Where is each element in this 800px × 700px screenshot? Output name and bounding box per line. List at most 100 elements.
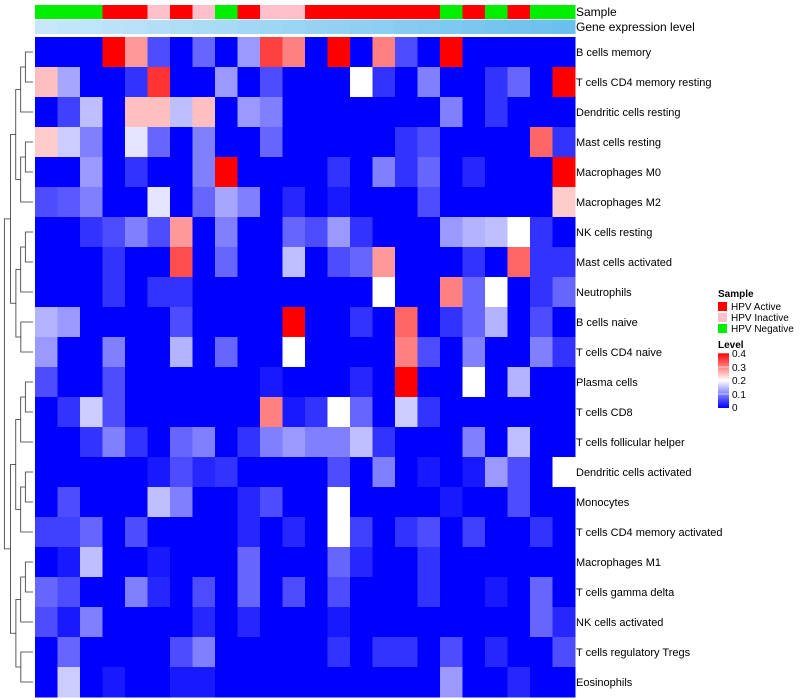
cell-dendritic-cells-resting-9: [215, 97, 238, 128]
cell-t-cells-gamma-delta-12: [282, 577, 306, 608]
cell-t-cells-regulatory-tregs-7: [170, 637, 193, 668]
dendrogram-branch: [24, 51, 33, 83]
cell-b-cells-memory-13: [305, 37, 328, 68]
cell-t-cells-cd4-memory-activated-3: [80, 517, 103, 548]
cell-macrophages-m0-1: [35, 157, 58, 188]
cell-nk-cells-resting-7: [170, 217, 193, 248]
cell-b-cells-memory-15: [350, 37, 373, 68]
sample-annotation-3: [80, 5, 103, 19]
cell-mast-cells-resting-6: [147, 127, 171, 158]
cell-neutrophils-11: [260, 277, 283, 308]
cell-monocytes-4: [102, 487, 126, 518]
cell-b-cells-naive-8: [192, 307, 216, 338]
cell-dendritic-cells-resting-10: [237, 97, 261, 128]
cell-nk-cells-resting-5: [125, 217, 148, 248]
cell-neutrophils-20: [462, 277, 486, 308]
cell-t-cells-regulatory-tregs-22: [507, 637, 531, 668]
cell-t-cells-cd4-memory-resting-18: [417, 67, 441, 98]
cell-monocytes-12: [282, 487, 306, 518]
cell-nk-cells-resting-3: [80, 217, 103, 248]
cell-mast-cells-resting-18: [417, 127, 441, 158]
level-tick-0-3: 0.3: [732, 363, 746, 374]
cell-eosinophils-22: [507, 667, 531, 698]
expression-annotation-13: [305, 20, 328, 34]
cell-nk-cells-activated-19: [440, 607, 463, 638]
row-label-t-cells-cd4-memory-resting: T cells CD4 memory resting: [576, 77, 712, 89]
cell-nk-cells-activated-16: [372, 607, 396, 638]
cell-t-cells-cd4-memory-activated-5: [125, 517, 148, 548]
cell-dendritic-cells-resting-19: [440, 97, 463, 128]
cell-t-cells-cd4-naive-14: [327, 337, 351, 368]
cell-plasma-cells-11: [260, 367, 283, 398]
sample-annotation-7: [170, 5, 193, 19]
cell-nk-cells-activated-3: [80, 607, 103, 638]
sample-annotation-4: [102, 5, 126, 19]
cell-monocytes-24: [552, 487, 576, 518]
cell-nk-cells-resting-19: [440, 217, 463, 248]
cell-t-cells-cd4-memory-resting-23: [530, 67, 553, 98]
cell-eosinophils-20: [462, 667, 486, 698]
cell-macrophages-m0-24: [552, 157, 576, 188]
cell-nk-cells-activated-14: [327, 607, 351, 638]
row-label-t-cells-cd4-memory-activated: T cells CD4 memory activated: [576, 527, 723, 539]
cell-nk-cells-resting-14: [327, 217, 351, 248]
cell-nk-cells-activated-24: [552, 607, 576, 638]
cell-mast-cells-activated-10: [237, 247, 261, 278]
cell-nk-cells-resting-2: [57, 217, 81, 248]
cell-dendritic-cells-activated-22: [507, 457, 531, 488]
cell-t-cells-cd4-memory-activated-1: [35, 517, 58, 548]
cell-nk-cells-activated-1: [35, 607, 58, 638]
cell-t-cells-follicular-helper-15: [350, 427, 373, 458]
expression-annotation-18: [417, 20, 441, 34]
level-tick-0-4: 0.4: [732, 349, 746, 360]
sample-annotation-16: [372, 5, 396, 19]
cell-t-cells-regulatory-tregs-23: [530, 637, 553, 668]
cell-plasma-cells-13: [305, 367, 328, 398]
cell-t-cells-follicular-helper-10: [237, 427, 261, 458]
cell-plasma-cells-6: [147, 367, 171, 398]
cell-nk-cells-activated-11: [260, 607, 283, 638]
cell-t-cells-cd4-memory-activated-9: [215, 517, 238, 548]
cell-plasma-cells-2: [57, 367, 81, 398]
cell-dendritic-cells-activated-12: [282, 457, 306, 488]
cell-t-cells-cd4-naive-12: [282, 337, 306, 368]
expression-annotation-24: [552, 20, 576, 34]
cell-plasma-cells-4: [102, 367, 126, 398]
cell-mast-cells-resting-16: [372, 127, 396, 158]
expression-annotation-20: [462, 20, 486, 34]
cell-nk-cells-activated-9: [215, 607, 238, 638]
cell-t-cells-gamma-delta-3: [80, 577, 103, 608]
level-tick-0-1: 0.1: [732, 390, 746, 401]
cell-macrophages-m1-6: [147, 547, 171, 578]
cell-mast-cells-activated-12: [282, 247, 306, 278]
cell-mast-cells-activated-15: [350, 247, 373, 278]
row-label-b-cells-naive: B cells naive: [576, 317, 638, 329]
expression-annotation-3: [80, 20, 103, 34]
cell-eosinophils-23: [530, 667, 553, 698]
cell-mast-cells-activated-23: [530, 247, 553, 278]
cell-t-cells-cd4-memory-resting-21: [485, 67, 508, 98]
cell-b-cells-naive-9: [215, 307, 238, 338]
cell-b-cells-memory-2: [57, 37, 81, 68]
cell-t-cells-gamma-delta-5: [125, 577, 148, 608]
cell-t-cells-gamma-delta-19: [440, 577, 463, 608]
cell-dendritic-cells-resting-7: [170, 97, 193, 128]
cell-t-cells-gamma-delta-1: [35, 577, 58, 608]
cell-macrophages-m2-13: [305, 187, 328, 218]
cell-monocytes-1: [35, 487, 58, 518]
cell-t-cells-gamma-delta-23: [530, 577, 553, 608]
cell-nk-cells-resting-11: [260, 217, 283, 248]
cell-monocytes-13: [305, 487, 328, 518]
cell-nk-cells-resting-1: [35, 217, 58, 248]
cell-t-cells-cd4-memory-resting-10: [237, 67, 261, 98]
cell-mast-cells-activated-22: [507, 247, 531, 278]
cell-t-cells-cd4-memory-resting-6: [147, 67, 171, 98]
cell-macrophages-m0-7: [170, 157, 193, 188]
cell-t-cells-follicular-helper-1: [35, 427, 58, 458]
cell-nk-cells-activated-12: [282, 607, 306, 638]
dendrogram-branch: [20, 651, 33, 683]
cell-macrophages-m1-13: [305, 547, 328, 578]
cell-nk-cells-activated-5: [125, 607, 148, 638]
cell-t-cells-cd8-5: [125, 397, 148, 428]
cell-dendritic-cells-activated-9: [215, 457, 238, 488]
